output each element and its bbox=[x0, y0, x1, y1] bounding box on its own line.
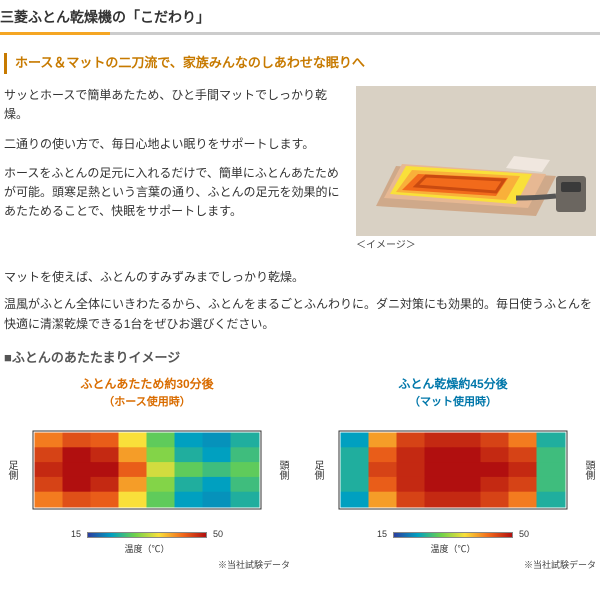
heatmap-left-title: ふとんあたため約30分後 bbox=[4, 375, 290, 394]
intro-row: サッとホースで簡単あたため、ひと手間マットでしっかり乾燥。 二通りの使い方で、毎… bbox=[4, 86, 596, 254]
hero-illustration bbox=[356, 86, 596, 236]
heatmap-left: ふとんあたため約30分後 （ホース使用時） 足側 頭側 15 50 温度（℃） … bbox=[4, 375, 290, 573]
heatmap-section-title: ■ふとんのあたたまりイメージ bbox=[4, 348, 596, 369]
heatmap-left-scale-label: 温度（℃） bbox=[4, 542, 290, 556]
intro-p3: ホースをふとんの足元に入れるだけで、簡単にふとんあたためが可能。頭寒足熱という言… bbox=[4, 164, 342, 222]
heatmap-left-sidelabel-right: 頭側 bbox=[276, 459, 289, 481]
intro-text: サッとホースで簡単あたため、ひと手間マットでしっかり乾燥。 二通りの使い方で、毎… bbox=[4, 86, 342, 254]
content-body: ホース＆マットの二刀流で、家族みんなのしあわせな眠りへ サッとホースで簡単あたた… bbox=[0, 35, 600, 582]
heatmap-right-scale-min: 15 bbox=[377, 527, 387, 541]
mid-p2: 温風がふとん全体にいきわたるから、ふとんをまるごとふんわりに。ダニ対策にも効果的… bbox=[4, 295, 596, 333]
page-title: 三菱ふとん乾燥機の「こだわり」 bbox=[0, 0, 600, 35]
heatmap-right-scale: 15 50 bbox=[310, 527, 596, 541]
mid-copy: マットを使えば、ふとんのすみずみまでしっかり乾燥。 温風がふとん全体にいきわたる… bbox=[4, 268, 596, 334]
heatmap-left-scale-max: 50 bbox=[213, 527, 223, 541]
hero-figure: ＜イメージ＞ bbox=[356, 86, 596, 254]
heatmap-right-subtitle: （マット使用時） bbox=[310, 394, 596, 412]
hero-caption: ＜イメージ＞ bbox=[356, 238, 596, 254]
heatmap-right-sidelabel-left: 足側 bbox=[311, 459, 324, 481]
section-subheading: ホース＆マットの二刀流で、家族みんなのしあわせな眠りへ bbox=[4, 53, 596, 74]
heatmap-left-scale-min: 15 bbox=[71, 527, 81, 541]
heatmap-right-figure: 足側 頭側 bbox=[310, 415, 596, 525]
heatmap-right-sidelabel-right: 頭側 bbox=[582, 459, 595, 481]
intro-p1: サッとホースで簡単あたため、ひと手間マットでしっかり乾燥。 bbox=[4, 86, 342, 124]
heatmap-right-svg bbox=[310, 415, 596, 525]
mid-p1: マットを使えば、ふとんのすみずみまでしっかり乾燥。 bbox=[4, 268, 596, 287]
heatmap-left-sidelabel-left: 足側 bbox=[5, 459, 18, 481]
heatmap-right-title: ふとん乾燥約45分後 bbox=[310, 375, 596, 394]
intro-p2: 二通りの使い方で、毎日心地よい眠りをサポートします。 bbox=[4, 135, 342, 154]
heatmap-right-scale-label: 温度（℃） bbox=[310, 542, 596, 556]
heatmap-right-scalebar bbox=[393, 532, 513, 538]
heatmap-row: ふとんあたため約30分後 （ホース使用時） 足側 頭側 15 50 温度（℃） … bbox=[4, 375, 596, 573]
heatmap-left-figure: 足側 頭側 bbox=[4, 415, 290, 525]
heatmap-left-note: ※当社試験データ bbox=[4, 558, 290, 572]
heatmap-right-note: ※当社試験データ bbox=[310, 558, 596, 572]
heatmap-right-scale-max: 50 bbox=[519, 527, 529, 541]
heatmap-left-subtitle: （ホース使用時） bbox=[4, 394, 290, 412]
heatmap-left-svg bbox=[4, 415, 290, 525]
heatmap-left-scale: 15 50 bbox=[4, 527, 290, 541]
heatmap-left-scalebar bbox=[87, 532, 207, 538]
heatmap-right: ふとん乾燥約45分後 （マット使用時） 足側 頭側 15 50 温度（℃） ※当… bbox=[310, 375, 596, 573]
